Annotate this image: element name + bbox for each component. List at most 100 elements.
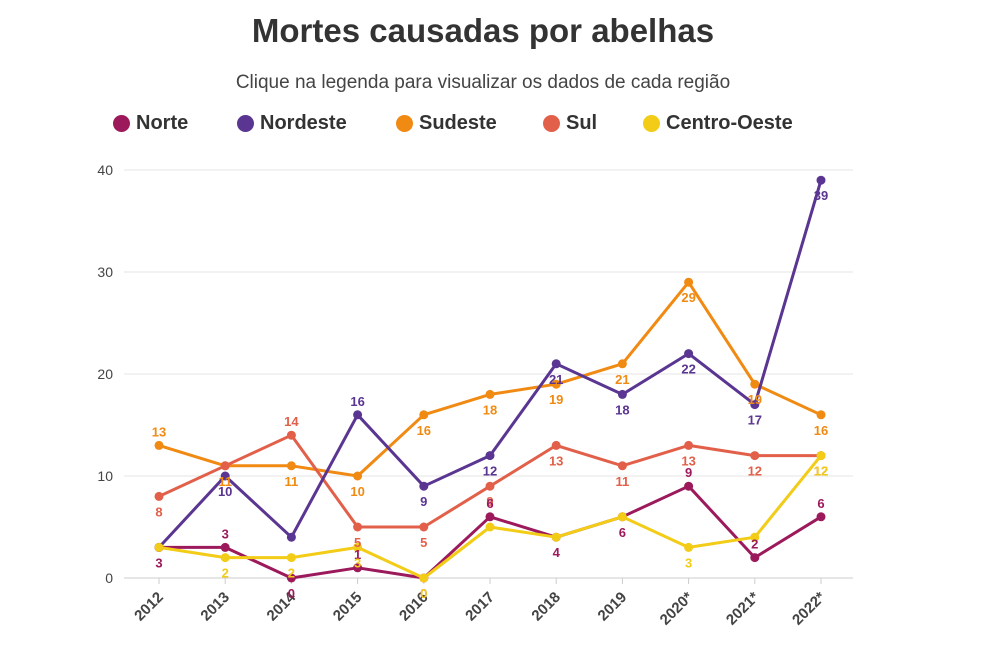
point-centro-oeste-2013 [220, 553, 230, 563]
chart-subtitle: Clique na legenda para visualizar os dad… [235, 72, 731, 93]
point-norte-2021* [750, 553, 760, 563]
point-sul-2015 [353, 522, 363, 532]
data-label-sudeste-2021*: 19 [748, 392, 762, 407]
x-tick-label-8: 2020* [657, 589, 697, 629]
legend-item-sudeste[interactable]: Sudeste [396, 112, 497, 135]
point-sul-2013 [220, 461, 230, 471]
legend: Norte Nordeste Sudeste Sul Centro-Oeste [0, 112, 1005, 138]
legend-label-sul: Sul [566, 112, 598, 134]
point-sul-2014 [286, 430, 296, 440]
point-sudeste-2015 [353, 471, 363, 481]
data-label-sul-2014: 14 [284, 414, 299, 429]
data-label-sul-2017: 9 [486, 494, 493, 509]
data-label-nordeste-2019: 18 [615, 402, 629, 417]
point-norte-2020* [684, 481, 694, 491]
data-label-norte-2013: 3 [222, 526, 229, 541]
point-centro-oeste-2018 [551, 532, 561, 542]
data-label-sudeste-2017: 18 [483, 402, 497, 417]
data-label-sul-2012: 8 [155, 504, 162, 519]
data-label-nordeste-2021*: 17 [748, 413, 762, 428]
point-centro-oeste-2019 [617, 512, 627, 522]
data-label-sul-2015: 5 [354, 535, 361, 550]
point-sul-2018 [551, 440, 561, 450]
point-nordeste-2018 [551, 359, 561, 369]
legend-item-norte[interactable]: Norte [113, 112, 188, 135]
point-sudeste-2016 [419, 410, 429, 420]
data-label-sudeste-2015: 10 [350, 484, 364, 499]
point-nordeste-2016 [419, 481, 429, 491]
point-centro-oeste-2012 [154, 542, 164, 552]
legend-marker-sul [543, 115, 560, 132]
point-sudeste-2012 [154, 440, 164, 450]
y-tick-label-40: 40 [97, 162, 113, 178]
data-label-norte-2018: 4 [553, 545, 561, 560]
point-sudeste-2017 [485, 389, 495, 399]
legend-label-centro-oeste: Centro-Oeste [666, 112, 793, 134]
legend-marker-nordeste [237, 115, 254, 132]
point-centro-oeste-2020* [684, 542, 694, 552]
data-label-sudeste-2018: 19 [549, 392, 563, 407]
data-label-sul-2020*: 13 [681, 453, 695, 468]
series-line-nordeste [157, 178, 823, 549]
point-centro-oeste-2022* [816, 451, 826, 461]
point-nordeste-2020* [684, 349, 694, 359]
point-nordeste-2015 [353, 410, 363, 420]
point-norte-2022* [816, 512, 826, 522]
data-label-norte-2015: 1 [354, 547, 361, 562]
legend-marker-norte [113, 115, 130, 132]
data-label-nordeste-2018: 21 [549, 372, 563, 387]
data-label-centro-oeste-2016: 0 [420, 586, 427, 601]
chart-title: Mortes causadas por abelhas [251, 12, 715, 49]
data-label-sul-2021*: 12 [748, 464, 762, 479]
point-norte-2015 [353, 563, 363, 573]
point-nordeste-2014 [286, 532, 296, 542]
legend-marker-sudeste [396, 115, 413, 132]
point-centro-oeste-2017 [485, 522, 495, 532]
data-label-sudeste-2014: 11 [285, 474, 299, 489]
point-nordeste-2019 [617, 389, 627, 399]
point-nordeste-2017 [485, 451, 495, 461]
data-label-norte-2022*: 6 [817, 496, 824, 511]
data-label-norte-2012: 3 [155, 555, 162, 570]
legend-label-norte: Norte [136, 112, 189, 134]
legend-label-sudeste: Sudeste [419, 112, 497, 134]
legend-item-sul[interactable]: Sul [543, 112, 597, 135]
data-label-norte-2014: 0 [288, 586, 295, 601]
y-tick-label-30: 30 [97, 264, 113, 280]
data-label-centro-oeste-2013: 2 [222, 566, 229, 581]
point-sul-2020* [684, 440, 694, 450]
x-tick-label-10: 2022* [789, 589, 829, 629]
point-sudeste-2019 [617, 359, 627, 369]
data-label-nordeste-2015: 16 [350, 394, 364, 409]
data-label-sudeste-2012: 13 [152, 424, 166, 439]
point-sul-2017 [485, 481, 495, 491]
point-sudeste-2018 [551, 379, 561, 389]
legend-item-nordeste[interactable]: Nordeste [237, 112, 347, 135]
y-tick-label-20: 20 [97, 366, 113, 382]
data-label-centro-oeste-2015: 3 [354, 555, 361, 570]
legend-marker-centro-oeste [643, 115, 660, 132]
y-tick-label-0: 0 [105, 570, 113, 586]
data-label-sudeste-2022*: 16 [814, 423, 828, 438]
point-sul-2016 [419, 522, 429, 532]
point-sudeste-2021* [750, 379, 760, 389]
point-sul-2019 [617, 461, 627, 471]
point-sudeste-2022* [816, 410, 826, 420]
point-sudeste-2020* [684, 277, 694, 287]
x-tick-label-3: 2015 [330, 589, 366, 625]
x-tick-label-1: 2013 [197, 589, 233, 625]
data-label-norte-2017: 6 [486, 496, 493, 511]
data-label-norte-2019: 6 [619, 525, 626, 540]
point-sudeste-2014 [286, 461, 296, 471]
data-label-sudeste-2020*: 29 [681, 290, 695, 305]
y-tick-label-10: 10 [97, 468, 113, 484]
data-label-nordeste-2016: 9 [420, 494, 427, 509]
data-label-centro-oeste-2022*: 12 [814, 464, 828, 479]
point-centro-oeste-2016 [419, 573, 429, 583]
legend-label-nordeste: Nordeste [260, 112, 347, 134]
data-label-norte-2020*: 9 [685, 465, 692, 480]
legend-item-centro-oeste[interactable]: Centro-Oeste [643, 112, 793, 135]
point-centro-oeste-2021* [750, 532, 760, 542]
x-tick-label-5: 2017 [462, 589, 498, 625]
